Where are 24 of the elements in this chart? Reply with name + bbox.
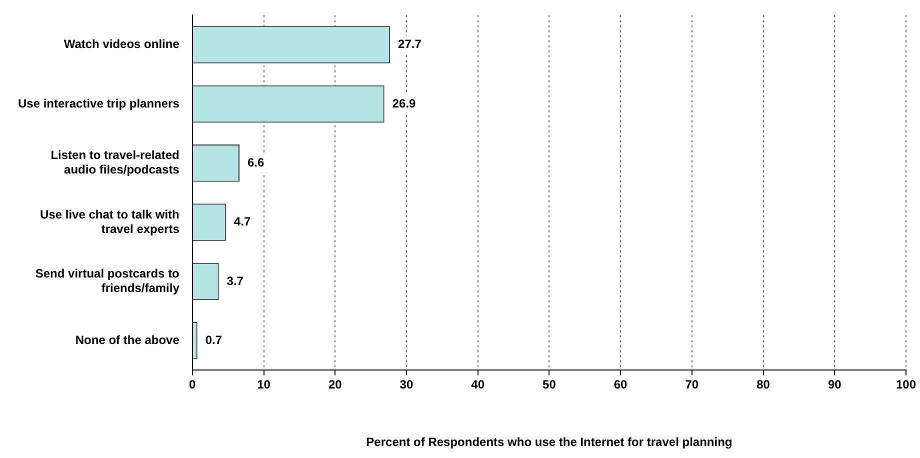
x-tick-label: 90 (828, 378, 842, 392)
data-label: 27.7 (398, 37, 422, 52)
data-label: 0.7 (205, 332, 222, 347)
x-tick-label: 30 (400, 378, 414, 392)
y-tick-label: Listen to travel-related audio files/podcasts (50, 148, 180, 177)
x-tick-label: 10 (257, 378, 271, 392)
data-label: 4.7 (234, 214, 251, 229)
data-label: 3.7 (226, 274, 244, 288)
y-tick-label: Send virtual postcards to friends/family (35, 266, 180, 295)
data-label: 6.6 (247, 155, 264, 170)
x-axis-title: Percent of Respondents who use the Internet for travel planning (366, 435, 732, 450)
y-tick-label: Use interactive trip planners (18, 96, 180, 110)
y-tick-label: None of the above (75, 332, 180, 347)
y-tick-label: Watch videos online (64, 37, 180, 52)
x-tick-label: 70 (685, 378, 699, 392)
x-tick-label: 20 (328, 378, 342, 392)
x-tick-label: 80 (756, 378, 770, 392)
x-tick-label: 60 (614, 378, 628, 392)
x-tick-label: 40 (471, 378, 485, 392)
x-tick-label: 50 (542, 378, 556, 392)
x-tick-label: 100 (896, 378, 916, 392)
data-label: 26.9 (392, 96, 416, 110)
y-tick-label: Use live chat to talk with travel experts (40, 207, 180, 236)
x-tick-label: 0 (189, 378, 196, 392)
